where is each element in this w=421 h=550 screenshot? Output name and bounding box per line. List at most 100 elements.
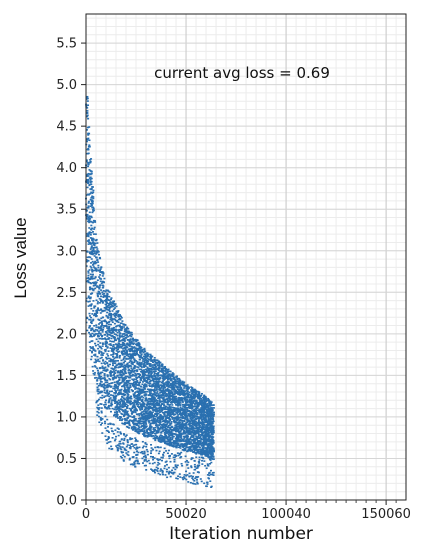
loss-point xyxy=(163,429,165,431)
loss-point xyxy=(175,398,177,400)
loss-point xyxy=(164,408,166,410)
loss-point xyxy=(108,378,110,380)
loss-point xyxy=(148,398,150,400)
loss-point xyxy=(137,384,139,386)
loss-point xyxy=(97,344,99,346)
loss-point xyxy=(97,308,99,310)
loss-point xyxy=(111,348,113,350)
loss-point xyxy=(168,421,170,423)
loss-point xyxy=(154,357,156,359)
loss-point xyxy=(134,373,136,375)
loss-point xyxy=(150,407,152,409)
loss-point xyxy=(93,305,95,307)
loss-point xyxy=(97,296,99,298)
loss-point xyxy=(98,376,100,378)
loss-point xyxy=(90,276,92,278)
loss-point xyxy=(161,408,163,410)
loss-point xyxy=(97,348,99,350)
loss-point xyxy=(129,404,131,406)
loss-point xyxy=(134,360,136,362)
loss-point xyxy=(155,408,157,410)
loss-point xyxy=(168,429,170,431)
loss-point xyxy=(153,427,155,429)
loss-point xyxy=(91,271,93,273)
loss-point xyxy=(140,423,142,425)
loss-point xyxy=(123,362,125,364)
loss-point xyxy=(192,432,194,434)
loss-point xyxy=(163,419,165,421)
loss-point xyxy=(101,363,103,365)
loss-point xyxy=(105,332,107,334)
loss-point xyxy=(110,313,112,315)
loss-point xyxy=(117,360,119,362)
loss-point xyxy=(171,442,173,444)
loss-point xyxy=(145,426,147,428)
loss-point xyxy=(174,414,176,416)
loss-point xyxy=(97,279,99,281)
loss-point xyxy=(131,428,133,430)
loss-point xyxy=(111,302,113,304)
loss-point xyxy=(164,377,166,379)
loss-point xyxy=(95,326,97,328)
loss-point xyxy=(177,397,179,399)
loss-point xyxy=(183,430,185,432)
loss-point xyxy=(114,400,116,402)
loss-point xyxy=(139,415,141,417)
loss-point xyxy=(189,406,191,408)
loss-point xyxy=(159,401,161,403)
loss-point xyxy=(108,350,110,352)
loss-point xyxy=(117,349,119,351)
loss-point xyxy=(153,369,155,371)
loss-point xyxy=(141,383,143,385)
loss-point xyxy=(180,387,182,389)
loss-point xyxy=(181,424,183,426)
loss-point xyxy=(161,437,163,439)
loss-point xyxy=(152,421,154,423)
loss-point xyxy=(210,419,212,421)
loss-point xyxy=(124,422,126,424)
loss-point xyxy=(130,372,132,374)
loss-point xyxy=(101,357,103,359)
loss-point xyxy=(195,423,197,425)
loss-point xyxy=(204,431,206,433)
loss-point xyxy=(133,426,135,428)
loss-point xyxy=(137,422,139,424)
loss-point xyxy=(187,421,189,423)
loss-point xyxy=(139,344,141,346)
loss-point xyxy=(95,345,97,347)
loss-point xyxy=(101,372,103,374)
loss-point xyxy=(158,420,160,422)
loss-point xyxy=(117,371,119,373)
loss-point xyxy=(146,405,148,407)
loss-point xyxy=(184,436,186,438)
loss-point xyxy=(130,338,132,340)
loss-point xyxy=(120,346,122,348)
loss-point xyxy=(205,418,207,420)
loss-point xyxy=(166,424,168,426)
loss-point xyxy=(102,367,104,369)
loss-point xyxy=(158,418,160,420)
loss-point xyxy=(87,301,89,303)
loss-point xyxy=(148,372,150,374)
loss-point xyxy=(143,356,145,358)
loss-point xyxy=(104,374,106,376)
loss-point xyxy=(190,389,192,391)
loss-point xyxy=(114,323,116,325)
loss-point xyxy=(113,409,115,411)
loss-point xyxy=(153,371,155,373)
loss-point xyxy=(211,401,213,403)
loss-point xyxy=(207,417,209,419)
loss-point xyxy=(204,444,206,446)
loss-point xyxy=(126,350,128,352)
loss-point xyxy=(90,266,92,268)
loss-point xyxy=(137,364,139,366)
loss-point xyxy=(156,412,158,414)
loss-point xyxy=(92,310,94,312)
loss-point xyxy=(167,390,169,392)
loss-point xyxy=(189,428,191,430)
loss-point xyxy=(131,334,133,336)
loss-point xyxy=(99,342,101,344)
loss-point xyxy=(110,343,112,345)
loss-point xyxy=(99,284,101,286)
loss-point xyxy=(110,403,112,405)
